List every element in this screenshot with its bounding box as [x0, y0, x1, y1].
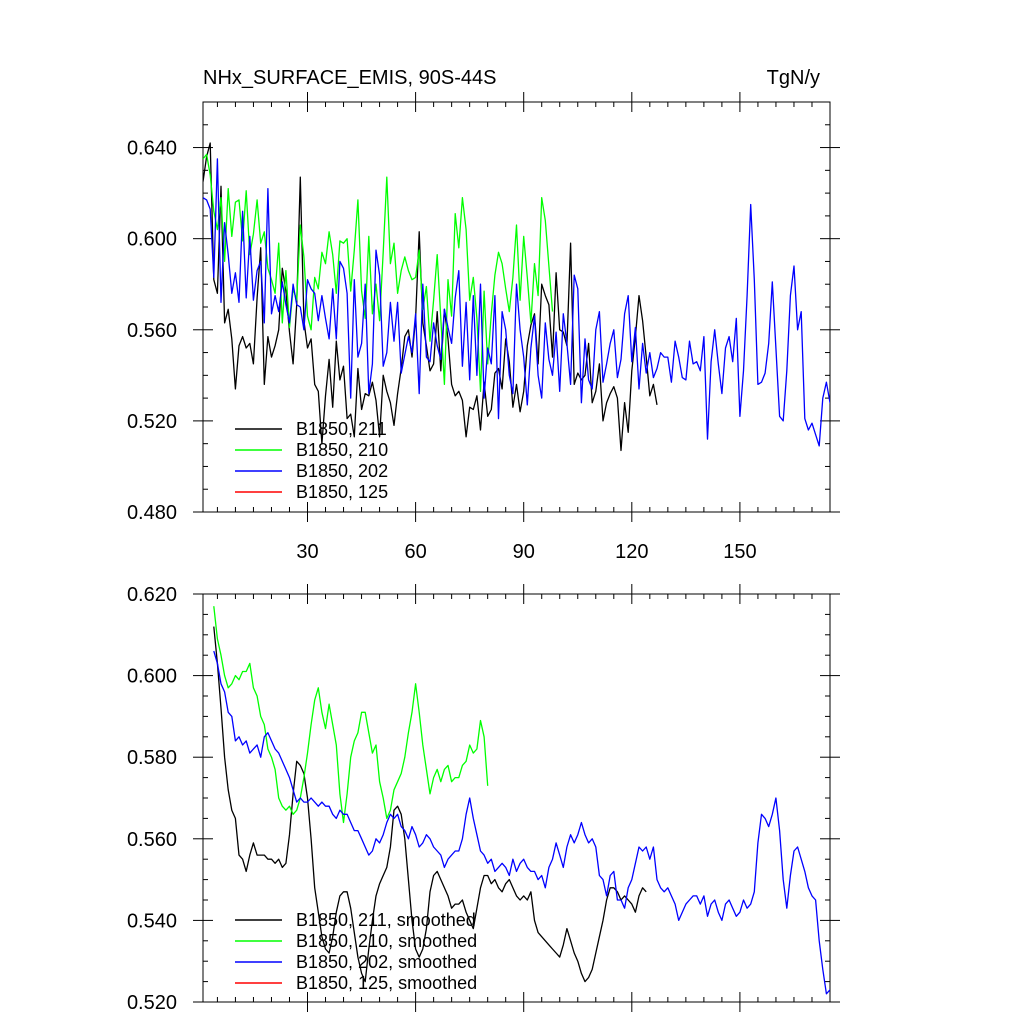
x-tick-label: 60: [404, 541, 426, 563]
series-line-2: [203, 153, 554, 392]
x-tick-label: 120: [615, 541, 648, 563]
chart-panel-2: 0.520 0.540 0.560 0.580 0.600 0.620 B1850, 211…: [127, 584, 840, 1014]
y-tick-label: 0.620: [127, 584, 177, 606]
legend-label-3: B1850, 202: [296, 461, 388, 481]
y-tick-label: 0.480: [127, 502, 177, 524]
y-tick-label: 0.540: [127, 910, 177, 932]
x-tick-label: 30: [296, 541, 318, 563]
y-tick-label: 0.520: [127, 411, 177, 433]
chart-title: NHx_SURFACE_EMIS, 90S-44S: [203, 67, 496, 89]
x-tick-label: 90: [513, 541, 535, 563]
legend-label-2: B1850, 210, smoothed: [296, 931, 477, 951]
legend-label-1: B1850, 211: [296, 419, 387, 439]
y-tick-label: 0.600: [127, 666, 177, 688]
chart-panel-1: 30 60 90 120 150 0.480 0.520 0.560 0.600 0.640 NHx…: [127, 67, 840, 563]
chart-units: TgN/y: [767, 67, 820, 89]
legend-label-4: B1850, 125, smoothed: [296, 973, 477, 993]
y-tick-label: 0.520: [127, 992, 177, 1014]
x-tick-label: 150: [723, 541, 756, 563]
series-line-1: [203, 142, 658, 452]
legend-label-4: B1850, 125: [296, 482, 388, 502]
y-tick-label: 0.580: [127, 747, 177, 769]
series-line-1: [213, 626, 647, 983]
y-tick-label: 0.560: [127, 320, 177, 342]
y-tick-label: 0.600: [127, 229, 177, 251]
y-tick-label: 0.640: [127, 138, 177, 160]
legend-label-2: B1850, 210: [296, 440, 388, 460]
series-line-3: [203, 158, 830, 447]
series-line-2: [213, 606, 489, 824]
series-line-3: [213, 650, 830, 995]
y-tick-label: 0.560: [127, 829, 177, 851]
legend-label-3: B1850, 202, smoothed: [296, 952, 477, 972]
legend-label-1: B1850, 211, smoothed: [296, 910, 476, 930]
